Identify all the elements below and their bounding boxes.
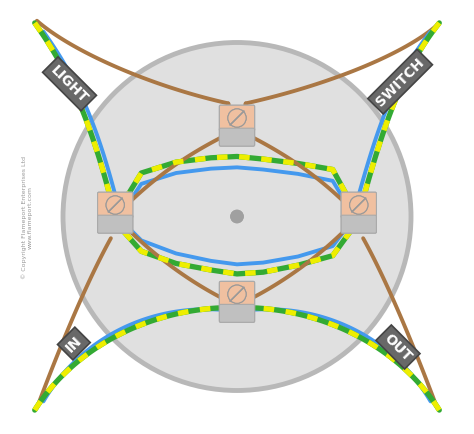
Text: OUT: OUT [382, 331, 414, 364]
Circle shape [228, 286, 246, 304]
FancyBboxPatch shape [341, 216, 376, 233]
FancyBboxPatch shape [98, 216, 133, 233]
Circle shape [350, 197, 368, 215]
FancyBboxPatch shape [341, 216, 376, 233]
Circle shape [228, 110, 246, 128]
Circle shape [63, 43, 411, 391]
FancyBboxPatch shape [219, 305, 255, 322]
FancyBboxPatch shape [98, 193, 133, 218]
FancyBboxPatch shape [219, 106, 255, 132]
FancyBboxPatch shape [219, 282, 255, 307]
Circle shape [350, 197, 368, 215]
Circle shape [106, 197, 124, 215]
Text: © Copyright Flameport Enterprises Ltd
www.flameport.com: © Copyright Flameport Enterprises Ltd ww… [22, 156, 33, 278]
FancyBboxPatch shape [341, 193, 376, 218]
FancyBboxPatch shape [219, 282, 255, 307]
Circle shape [228, 286, 246, 304]
FancyBboxPatch shape [219, 305, 255, 322]
Circle shape [106, 197, 124, 215]
Text: LIGHT: LIGHT [48, 63, 91, 106]
FancyBboxPatch shape [219, 129, 255, 147]
Circle shape [228, 110, 246, 128]
FancyBboxPatch shape [219, 129, 255, 147]
Circle shape [231, 211, 243, 223]
FancyBboxPatch shape [98, 193, 133, 218]
FancyBboxPatch shape [219, 106, 255, 132]
Text: SWITCH: SWITCH [374, 56, 427, 109]
FancyBboxPatch shape [341, 193, 376, 218]
Circle shape [231, 211, 243, 223]
Text: IN: IN [63, 333, 85, 355]
FancyBboxPatch shape [98, 216, 133, 233]
